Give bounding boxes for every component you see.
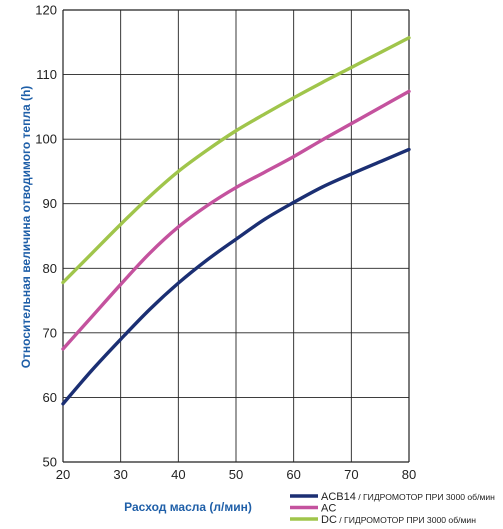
series-line-ac: [61, 89, 411, 351]
legend-label-dc: DC / ГИДРОМОТОР ПРИ 3000 об/мин: [321, 514, 476, 526]
legend-label-ac: AC: [321, 503, 336, 515]
x-axis-title: Расход масла (л/мин): [124, 500, 252, 514]
x-tick-label: 20: [56, 467, 70, 482]
y-tick-label: 60: [43, 390, 57, 405]
y-tick-label: 80: [43, 261, 57, 276]
x-tick-label: 50: [229, 467, 243, 482]
grid-layer: [62, 9, 410, 463]
x-tick-label: 30: [113, 467, 127, 482]
y-tick-label: 120: [35, 3, 57, 18]
tick-label-layer: 50 60 70 80 90 100 110 120 20 30 40 50 60 70 80: [35, 3, 416, 483]
y-tick-label: 100: [35, 132, 57, 147]
y-axis-title: Относительная величина отводимого тепла …: [19, 86, 33, 369]
x-tick-label: 40: [171, 467, 185, 482]
series-layer: [61, 36, 411, 406]
x-tick-label: 70: [344, 467, 358, 482]
series-line-dc: [61, 36, 411, 285]
legend-label-acb14: ACB14 / ГИДРОМОТОР ПРИ 3000 об/мин: [321, 491, 495, 503]
y-tick-label: 110: [36, 67, 57, 82]
x-tick-label: 80: [402, 467, 416, 482]
y-tick-label: 70: [43, 325, 57, 340]
y-tick-label: 90: [43, 196, 57, 211]
x-tick-label: 60: [286, 467, 300, 482]
series-line-acb14: [61, 147, 411, 406]
y-tick-label: 50: [43, 455, 57, 470]
